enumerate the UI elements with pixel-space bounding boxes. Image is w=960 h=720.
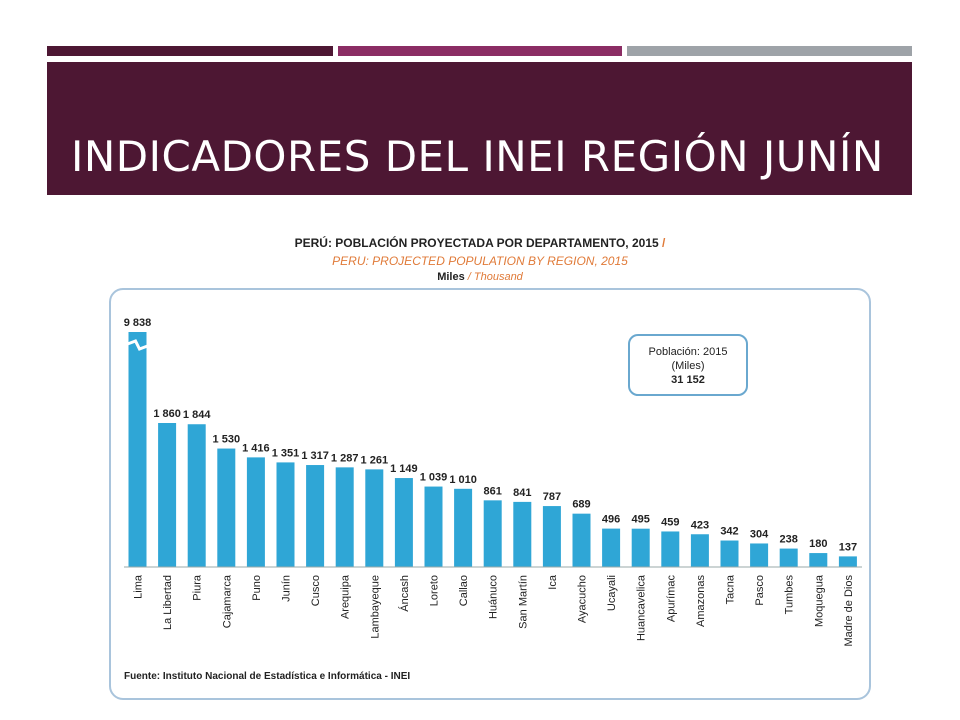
bar-13 [513,501,532,567]
total-box-line1: Población: 2015 [648,346,728,358]
bar-14 [542,506,561,567]
chart-title: PERÚ: POBLACIÓN PROYECTADA POR DEPARTAME… [0,236,960,250]
bar-value-label: 1 351 [272,447,300,459]
category-label: Ayacucho [577,575,589,623]
axis-break-mark [126,339,149,351]
bar-value-label: 1 530 [213,434,241,446]
category-label: Arequipa [340,574,352,619]
bar-value-label: 1 317 [301,450,329,462]
bar-value-label: 495 [632,514,650,526]
bar-22 [779,548,798,567]
category-label: Moquegua [813,574,825,627]
bar-value-label: 1 010 [449,474,477,486]
category-label: Ica [547,574,559,590]
category-label: Piura [192,574,204,601]
bar-1 [158,423,177,567]
category-label: Pasco [754,575,766,606]
bar-24 [838,556,857,567]
accent-strip-1 [47,46,333,56]
bar-4 [246,457,265,567]
bar-value-label: 459 [661,516,679,528]
bar-20 [720,540,739,567]
bar-15 [572,513,591,567]
chart-title-slash: / [662,236,666,250]
category-label: Tumbes [784,575,796,615]
bar-value-label: 841 [513,487,531,499]
bar-value-label: 1 039 [420,472,448,484]
category-label: Huancavelica [636,574,648,641]
total-box-value: 31 152 [671,374,705,386]
bar-12 [483,500,502,567]
category-label: Ucayali [606,575,618,611]
bar-5 [276,462,295,567]
bar-value-label: 787 [543,491,561,503]
category-label: San Martín [517,575,529,629]
bar-value-label: 689 [572,499,590,511]
bar-value-label: 1 416 [242,442,270,454]
bar-value-label: 304 [750,528,769,540]
category-label: Loreto [429,575,441,606]
bar-17 [631,528,650,567]
slide-title: INDICADORES DEL INEI REGIÓN JUNÍN [71,132,884,181]
accent-strip-3 [627,46,912,56]
bar-value-label: 1 287 [331,452,359,464]
bar-8 [365,469,384,567]
chart-title-es: PERÚ: POBLACIÓN PROYECTADA POR DEPARTAME… [294,236,659,250]
bar-0 [128,332,147,567]
bar-value-label: 1 844 [183,409,211,421]
category-label: Apurímac [665,575,677,623]
title-banner: INDICADORES DEL INEI REGIÓN JUNÍN [47,62,912,195]
category-label: Madre de Dios [843,575,855,647]
units-en: Thousand [473,271,523,283]
bar-value-label: 1 860 [153,408,181,420]
category-label: Puno [251,575,263,601]
bar-18 [661,531,680,567]
category-label: Callao [458,575,470,606]
source-note: Fuente: Instituto Nacional de Estadístic… [124,671,411,682]
chart-units: Miles / Thousand [0,271,960,283]
bar-value-label: 9 838 [124,317,152,329]
category-label: Lima [133,574,145,599]
units-es: Miles [437,271,465,283]
bar-value-label: 861 [484,485,502,497]
category-label: Lambayeque [369,575,381,639]
units-slash: / [464,271,474,283]
bar-3 [217,448,236,567]
bar-value-label: 180 [809,538,827,550]
bar-value-label: 1 149 [390,463,418,475]
category-label: Junín [281,575,293,602]
category-label: Cajamarca [221,574,233,628]
category-label: Amazonas [695,575,707,627]
bar-9 [394,478,413,567]
bar-value-label: 238 [780,534,798,546]
category-label: La Libertad [162,575,174,630]
bar-value-label: 342 [720,526,738,538]
total-box-line2: (Miles) [671,360,705,372]
chart-frame [109,288,871,700]
bar-23 [809,553,828,567]
bar-16 [602,528,621,567]
category-label: Áncash [398,575,411,612]
bar-value-label: 496 [602,514,620,526]
category-label: Tacna [725,574,737,604]
category-label: Cusco [310,575,322,606]
bar-value-label: 423 [691,519,709,531]
bar-11 [454,488,473,567]
bar-6 [306,465,325,567]
bar-10 [424,486,443,567]
bar-19 [690,534,709,567]
chart-subtitle: PERU: PROJECTED POPULATION BY REGION, 20… [332,254,628,268]
bar-7 [335,467,354,567]
accent-strip-2 [338,46,622,56]
total-population-box: Población: 2015 (Miles) 31 152 [628,334,748,396]
bar-value-label: 1 261 [361,454,389,466]
bar-2 [187,424,206,567]
bar-21 [750,543,769,567]
bar-value-label: 137 [839,541,857,553]
category-label: Huánuco [488,575,500,619]
